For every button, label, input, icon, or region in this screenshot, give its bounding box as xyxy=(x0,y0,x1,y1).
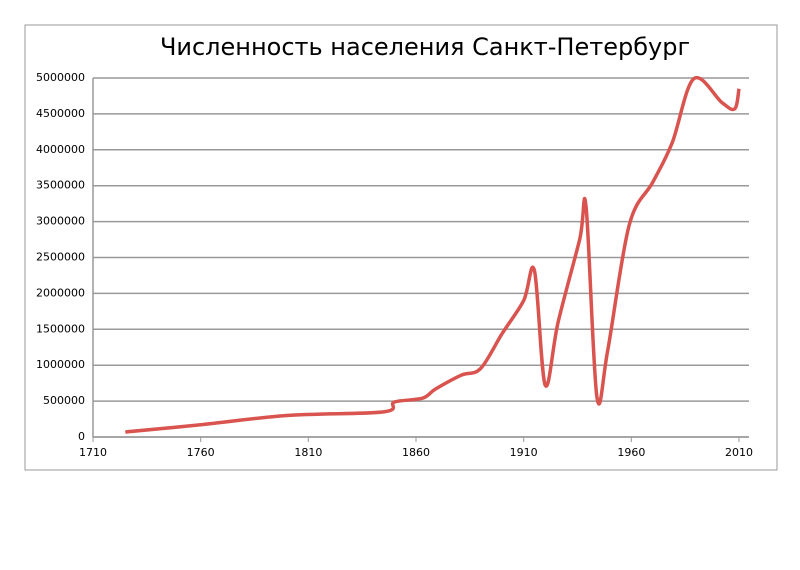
y-tick-label: 1000000 xyxy=(36,358,85,371)
y-tick-label: 500000 xyxy=(43,394,85,407)
data-line xyxy=(125,75,741,434)
y-tick-label: 0 xyxy=(78,430,85,443)
x-tick-label: 1910 xyxy=(510,446,538,459)
y-tick-label: 3500000 xyxy=(36,179,85,192)
x-tick-label: 1960 xyxy=(617,446,645,459)
x-tick-label: 1710 xyxy=(79,446,107,459)
y-tick-label: 2000000 xyxy=(36,286,85,299)
y-tick-label: 1500000 xyxy=(36,322,85,335)
y-tick-label: 4000000 xyxy=(36,143,85,156)
x-tick-label: 2010 xyxy=(725,446,753,459)
chart-title: Численность населения Санкт-Петербург xyxy=(160,33,690,61)
y-tick-label: 5000000 xyxy=(36,71,85,84)
x-tick-label: 1810 xyxy=(294,446,322,459)
y-tick-label: 2500000 xyxy=(36,251,85,264)
x-tick-label: 1860 xyxy=(402,446,430,459)
y-tick-label: 3000000 xyxy=(36,215,85,228)
x-tick-label: 1760 xyxy=(187,446,215,459)
chart-frame xyxy=(24,24,778,471)
y-tick-label: 4500000 xyxy=(36,107,85,120)
